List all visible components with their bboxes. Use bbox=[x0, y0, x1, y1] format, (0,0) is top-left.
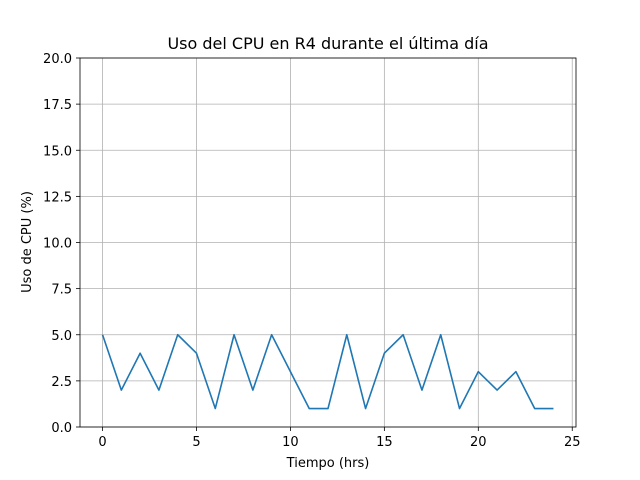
series-line-cpu bbox=[101, 333, 554, 410]
x-tick-label: 10 bbox=[282, 435, 299, 450]
y-tick-label: 5.0 bbox=[51, 329, 72, 344]
series-layer bbox=[101, 333, 554, 410]
x-axis-label: Tiempo (hrs) bbox=[286, 456, 370, 471]
x-tick-label: 20 bbox=[470, 435, 487, 450]
y-tick-label: 0.0 bbox=[51, 421, 72, 436]
y-tick-label: 12.5 bbox=[43, 190, 72, 205]
x-tick-label: 25 bbox=[564, 435, 581, 450]
axis-ticks: 0 5 10 15 20 25 0.0 2.5 5.0 7.5 10.0 12.5 15.0 17.5 20… bbox=[43, 52, 580, 450]
y-tick-label: 7.5 bbox=[51, 283, 72, 298]
y-tick-label: 20.0 bbox=[43, 52, 72, 67]
grid-lines bbox=[80, 57, 576, 428]
y-tick-label: 17.5 bbox=[43, 98, 72, 113]
y-tick-label: 10.0 bbox=[43, 237, 72, 252]
y-axis-label: Uso de CPU (%) bbox=[20, 191, 35, 293]
y-tick-label: 15.0 bbox=[43, 144, 72, 159]
x-tick-label: 5 bbox=[192, 435, 200, 450]
y-tick-label: 2.5 bbox=[51, 375, 72, 390]
x-tick-label: 15 bbox=[376, 435, 393, 450]
x-tick-label: 0 bbox=[98, 435, 106, 450]
chart-title: Uso del CPU en R4 durante el última día bbox=[167, 34, 488, 53]
